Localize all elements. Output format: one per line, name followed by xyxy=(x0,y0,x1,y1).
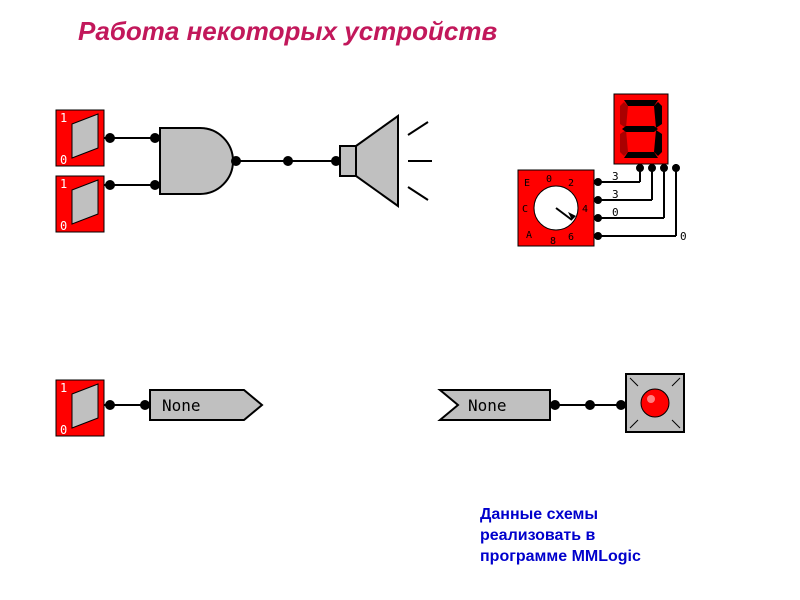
svg-text:C: C xyxy=(522,204,528,215)
switch-3-lo: 0 xyxy=(60,423,67,437)
svg-text:3: 3 xyxy=(612,188,619,201)
switch-1[interactable]: 1 0 xyxy=(56,110,104,167)
svg-text:E: E xyxy=(524,178,530,189)
switch-1-hi: 1 xyxy=(60,111,67,125)
switch-2-hi: 1 xyxy=(60,177,67,191)
led-indicator xyxy=(626,374,684,432)
signal-in: None xyxy=(440,390,550,420)
svg-text:2: 2 xyxy=(568,178,574,189)
switch-3-hi: 1 xyxy=(60,381,67,395)
svg-text:0: 0 xyxy=(680,230,687,243)
speaker-icon xyxy=(340,116,432,206)
switch-3[interactable]: 1 0 xyxy=(56,380,104,437)
wire-sw-and xyxy=(104,134,160,189)
diagram-canvas: 1 0 1 0 xyxy=(0,0,800,600)
and-gate xyxy=(160,128,233,194)
switch-1-lo: 0 xyxy=(60,153,67,167)
caption-l2: реализовать в xyxy=(480,527,595,544)
switch-2-lo: 0 xyxy=(60,219,67,233)
signal-out: None xyxy=(150,390,262,420)
wire-sw3-sig xyxy=(104,401,150,409)
wire-sig-led xyxy=(550,401,626,409)
caption-l1: Данные схемы xyxy=(480,506,598,523)
dial-selector[interactable]: E 0 2 C 4 A 6 8 xyxy=(518,170,594,247)
caption-text: Данные схемы реализовать в программе MML… xyxy=(480,505,641,567)
signal-out-label: None xyxy=(162,396,201,415)
svg-text:6: 6 xyxy=(568,232,574,243)
caption-l3: программе MMLogic xyxy=(480,548,641,565)
svg-text:0: 0 xyxy=(546,174,552,185)
seven-segment-display xyxy=(614,94,668,164)
switch-2[interactable]: 1 0 xyxy=(56,176,104,233)
signal-in-label: None xyxy=(468,396,507,415)
wire-dial-7seg xyxy=(594,164,679,239)
svg-text:4: 4 xyxy=(582,204,588,215)
svg-text:A: A xyxy=(526,230,532,241)
wire-and-speaker xyxy=(232,157,340,165)
svg-text:8: 8 xyxy=(550,236,556,247)
svg-text:0: 0 xyxy=(612,206,619,219)
svg-text:3: 3 xyxy=(612,170,619,183)
